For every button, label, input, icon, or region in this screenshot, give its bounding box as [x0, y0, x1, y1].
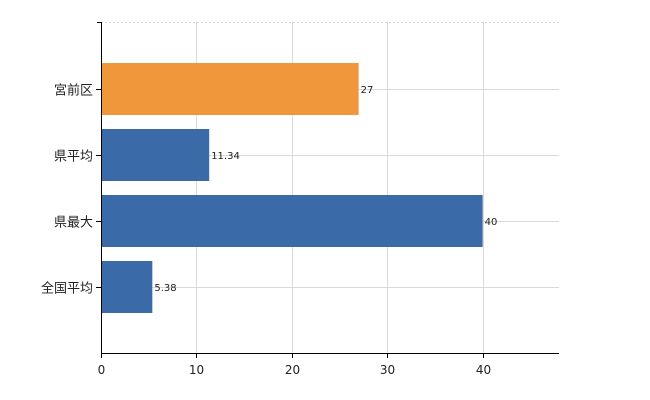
x-tick-label: 10	[189, 363, 204, 377]
data-label: 5.38	[154, 283, 176, 294]
data-label: 27	[361, 85, 374, 96]
x-tick-label: 20	[285, 363, 300, 377]
bar-layer	[101, 63, 483, 313]
x-tick-label: 30	[380, 363, 395, 377]
bar	[101, 129, 210, 181]
category-label: 宮前区	[54, 83, 93, 99]
data-label: 11.34	[211, 151, 240, 162]
x-tick-label: 0	[98, 363, 106, 377]
bar	[101, 195, 483, 247]
bar	[101, 63, 359, 115]
data-label: 40	[485, 217, 498, 228]
category-label: 県平均	[54, 150, 93, 165]
bar	[101, 261, 153, 313]
axis-layer	[96, 22, 559, 358]
x-tick-label: 40	[476, 363, 491, 377]
category-label: 県最大	[54, 216, 93, 231]
category-label: 全国平均	[41, 281, 93, 297]
